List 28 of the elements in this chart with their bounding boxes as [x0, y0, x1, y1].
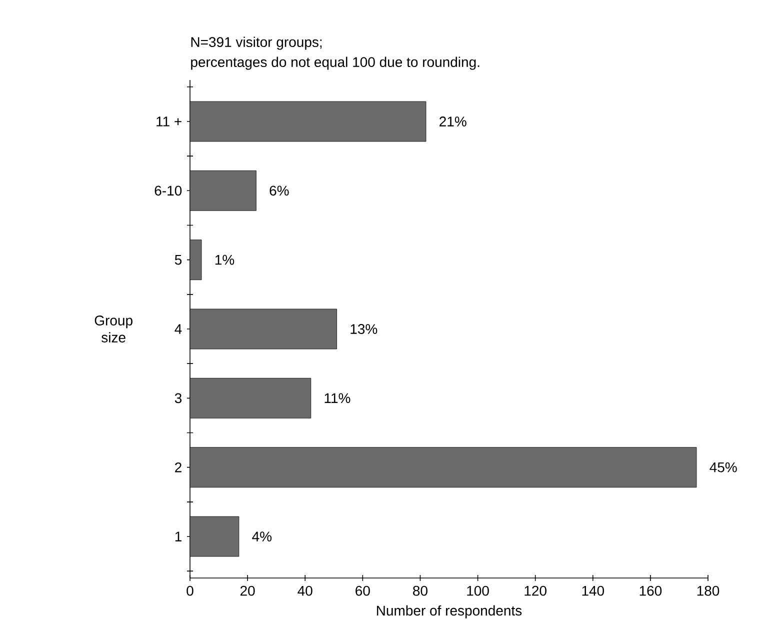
y-tick-label: 1 [175, 532, 182, 542]
y-tick-label: 11 + [156, 116, 182, 126]
x-tick-label: 100 [467, 586, 489, 596]
y-tick-label: 6-10 [154, 186, 182, 196]
x-tick-label: 0 [186, 586, 194, 596]
annotation: 45% [710, 462, 737, 472]
x-tick-label: 40 [298, 586, 312, 596]
x-tick-label: 120 [524, 586, 546, 596]
x-tick-label: 140 [582, 586, 604, 596]
y-axis-title: Group size [94, 316, 132, 342]
chart-subtitle: percentages do not equal 100 due to rounding. [191, 56, 480, 70]
y-tick-label: 4 [174, 324, 182, 334]
x-tick-label: 160 [640, 586, 662, 596]
annotation: 21% [440, 116, 466, 126]
annotation: 4% [252, 532, 272, 542]
x-tick-label: 60 [356, 586, 370, 596]
annotation: 6% [270, 186, 289, 196]
y-tick-label: 2 [175, 462, 182, 472]
chart-title: N=391 visitor groups; [191, 36, 322, 50]
x-tick-label: 20 [240, 586, 255, 596]
y-tick-label: 5 [174, 254, 182, 265]
annotation: 13% [350, 324, 378, 334]
annotation: 11% [324, 393, 350, 404]
annotation: 1% [215, 254, 234, 265]
x-axis-title: Number of respondents [377, 605, 522, 618]
y-tick-label: 3 [174, 393, 182, 404]
x-tick-label: 180 [697, 586, 720, 596]
x-tick-label: 80 [413, 586, 428, 596]
